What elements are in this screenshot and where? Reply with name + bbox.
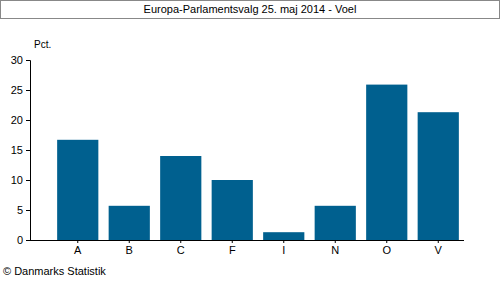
x-tick-mark <box>283 240 284 243</box>
y-tick: 25 <box>11 84 30 96</box>
x-tick-mark <box>232 240 233 243</box>
bar <box>366 85 407 240</box>
bar <box>315 206 356 240</box>
x-tick-label: I <box>282 244 285 256</box>
x-tick-label: B <box>126 244 133 256</box>
bar <box>418 112 459 240</box>
y-tick: 20 <box>11 114 30 126</box>
x-tick: V <box>435 240 443 256</box>
y-tick-label: 25 <box>11 84 23 96</box>
x-tick-label: O <box>382 244 391 256</box>
y-tick-mark <box>26 120 30 121</box>
x-tick-mark <box>438 240 439 243</box>
x-tick-label: F <box>229 244 236 256</box>
x-tick-label: A <box>74 244 82 256</box>
bar <box>160 156 201 240</box>
x-tick-mark <box>386 240 387 243</box>
x-tick: N <box>331 240 339 256</box>
y-tick-label: 15 <box>11 144 23 156</box>
x-tick-mark <box>129 240 130 243</box>
y-tick-label: 30 <box>11 54 23 66</box>
y-tick: 15 <box>11 144 30 156</box>
x-tick: I <box>282 240 285 256</box>
x-tick-label: N <box>331 244 339 256</box>
x-tick-mark <box>77 240 78 243</box>
y-tick: 0 <box>17 234 30 246</box>
annotation: © Danmarks Statistik <box>3 265 106 277</box>
x-tick: F <box>229 240 236 256</box>
y-tick-mark <box>26 240 30 241</box>
y-tick-mark <box>26 60 30 61</box>
bar <box>212 180 253 240</box>
y-tick: 10 <box>11 174 30 186</box>
y-tick: 5 <box>17 204 30 216</box>
bar <box>57 140 98 240</box>
y-tick-label: 10 <box>11 174 23 186</box>
y-tick-mark <box>26 90 30 91</box>
bar <box>263 232 304 240</box>
y-tick-mark <box>26 180 30 181</box>
y-tick-mark <box>26 150 30 151</box>
y-tick-label: 0 <box>17 234 23 246</box>
x-tick: B <box>126 240 133 256</box>
y-tick-mark <box>26 210 30 211</box>
y-axis-line <box>26 61 31 241</box>
y-tick-label: 5 <box>17 204 23 216</box>
y-tick-label: 20 <box>11 114 23 126</box>
bars <box>57 85 459 240</box>
y-tick: 30 <box>11 54 30 66</box>
y-axis: 0 5 10 15 20 25 30 <box>11 54 31 246</box>
x-tick: A <box>74 240 82 256</box>
x-tick-label: V <box>435 244 443 256</box>
title: Europa-Parlamentsvalg 25. maj 2014 - Voe… <box>144 3 357 15</box>
x-tick-label: C <box>177 244 185 256</box>
chart: Europa-Parlamentsvalg 25. maj 2014 - Voe… <box>0 0 500 282</box>
x-axis: ABCFINOV <box>30 240 464 256</box>
x-tick: O <box>382 240 391 256</box>
x-tick-mark <box>335 240 336 243</box>
x-axis-line <box>30 240 464 241</box>
bar <box>109 206 150 240</box>
x-tick-mark <box>180 240 181 243</box>
title-box <box>1 1 500 19</box>
x-tick: C <box>177 240 185 256</box>
y-label: Pct. <box>34 39 51 50</box>
